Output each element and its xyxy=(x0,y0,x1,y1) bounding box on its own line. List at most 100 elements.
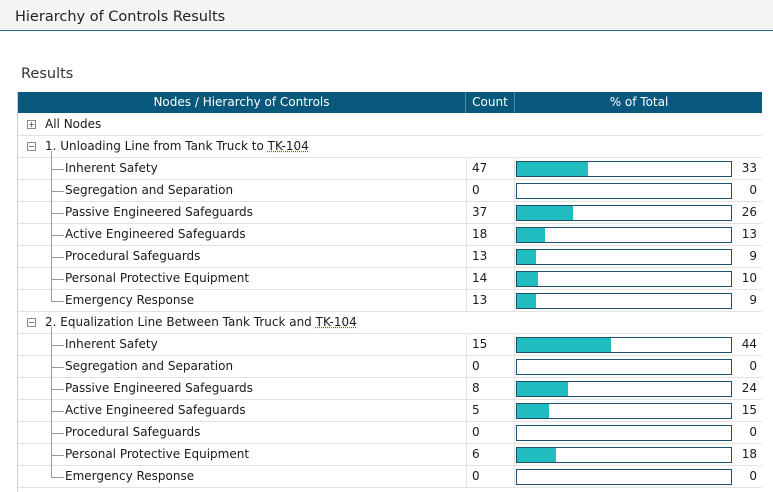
count-value: 18 xyxy=(472,227,488,241)
control-label: Passive Engineered Safeguards xyxy=(65,381,253,395)
percent-bar-fill xyxy=(517,206,573,220)
tree-connector xyxy=(51,191,64,192)
count-cell: 37 xyxy=(466,202,515,224)
table-row[interactable]: Passive Engineered Safeguards 37 26 xyxy=(18,202,762,224)
control-label: Inherent Safety xyxy=(65,161,158,175)
percent-bar xyxy=(516,359,732,375)
table-row[interactable]: Procedural Safeguards 0 0 xyxy=(18,422,762,444)
percent-bar-fill xyxy=(517,448,556,462)
column-header-percent[interactable]: % of Total xyxy=(609,95,669,109)
control-label: Active Engineered Safeguards xyxy=(65,227,246,241)
control-label: Procedural Safeguards xyxy=(65,425,201,439)
control-label: Segregation and Separation xyxy=(65,183,234,197)
count-value: 6 xyxy=(472,447,480,461)
control-label: Active Engineered Safeguards xyxy=(65,403,246,417)
count-cell: 5 xyxy=(466,400,515,422)
tree-connector xyxy=(51,455,64,456)
tree-connector xyxy=(51,257,64,258)
percent-bar xyxy=(516,183,732,199)
tree-row-node-2[interactable]: −2. Equalization Line Between Tank Truck… xyxy=(18,312,762,334)
percent-value: 18 xyxy=(741,447,757,461)
percent-bar xyxy=(516,425,732,441)
control-label: Inherent Safety xyxy=(65,337,158,351)
tree-connector xyxy=(51,235,64,236)
table-row[interactable]: Procedural Safeguards 13 9 xyxy=(18,246,762,268)
count-cell: 47 xyxy=(466,158,515,180)
tree-row-all-nodes[interactable]: + All Nodes xyxy=(18,114,762,136)
tree-node-label: All Nodes xyxy=(45,117,102,131)
control-label: Procedural Safeguards xyxy=(65,249,201,263)
percent-value: 0 xyxy=(749,469,757,483)
count-value: 13 xyxy=(472,293,488,307)
percent-value: 0 xyxy=(749,183,757,197)
count-value: 5 xyxy=(472,403,480,417)
tree-connector xyxy=(51,301,64,302)
tree-connector xyxy=(51,279,64,280)
percent-value: 33 xyxy=(741,161,757,175)
tree-node-label: 1. Unloading Line from Tank Truck to TK-… xyxy=(45,139,309,153)
percent-bar xyxy=(516,469,732,485)
results-grid: Nodes / Hierarchy of Controls Count % of… xyxy=(17,92,762,492)
count-cell: 18 xyxy=(466,224,515,246)
count-value: 13 xyxy=(472,249,488,263)
tree-connector xyxy=(51,367,64,368)
percent-value: 24 xyxy=(741,381,757,395)
tag-reference: TK-104 xyxy=(267,139,309,153)
percent-bar-fill xyxy=(517,228,545,242)
count-value: 0 xyxy=(472,183,480,197)
percent-bar-fill xyxy=(517,162,588,176)
control-label: Personal Protective Equipment xyxy=(65,447,250,461)
table-row[interactable]: Active Engineered Safeguards 18 13 xyxy=(18,224,762,246)
percent-value: 13 xyxy=(741,227,757,241)
count-cell: 0 xyxy=(466,180,515,202)
tree-connector xyxy=(51,151,52,301)
count-value: 0 xyxy=(472,359,480,373)
percent-bar xyxy=(516,381,732,397)
table-row[interactable]: Personal Protective Equipment 14 10 xyxy=(18,268,762,290)
table-row[interactable]: Inherent Safety 15 44 xyxy=(18,334,762,356)
count-cell: 0 xyxy=(466,356,515,378)
percent-bar xyxy=(516,249,732,265)
control-label: Passive Engineered Safeguards xyxy=(65,205,253,219)
table-row[interactable]: Active Engineered Safeguards 5 15 xyxy=(18,400,762,422)
tree-connector xyxy=(51,433,64,434)
count-cell: 0 xyxy=(466,422,515,444)
count-value: 0 xyxy=(472,425,480,439)
count-cell: 13 xyxy=(466,290,515,312)
percent-bar xyxy=(516,271,732,287)
column-header-node[interactable]: Nodes / Hierarchy of Controls xyxy=(18,92,466,113)
tree-connector xyxy=(51,477,64,478)
count-value: 14 xyxy=(472,271,488,285)
table-row[interactable]: Segregation and Separation 0 0 xyxy=(18,180,762,202)
count-cell: 6 xyxy=(466,444,515,466)
percent-bar xyxy=(516,337,732,353)
percent-bar xyxy=(516,403,732,419)
tag-reference: TK-104 xyxy=(315,315,357,329)
count-value: 47 xyxy=(472,161,488,175)
percent-bar-fill xyxy=(517,404,549,418)
results-heading: Results xyxy=(21,66,74,82)
tree-row-node-1[interactable]: −1. Unloading Line from Tank Truck to TK… xyxy=(18,136,762,158)
percent-value: 10 xyxy=(741,271,757,285)
table-row[interactable]: Emergency Response 0 0 xyxy=(18,466,762,488)
count-value: 15 xyxy=(472,337,488,351)
percent-value: 44 xyxy=(741,337,757,351)
count-cell: 14 xyxy=(466,268,515,290)
expand-icon[interactable]: + xyxy=(27,120,36,129)
column-header-count[interactable]: Count xyxy=(466,92,515,113)
table-row[interactable]: Personal Protective Equipment 6 18 xyxy=(18,444,762,466)
collapse-icon[interactable]: − xyxy=(27,318,36,327)
collapse-icon[interactable]: − xyxy=(27,142,36,151)
table-row[interactable]: Passive Engineered Safeguards 8 24 xyxy=(18,378,762,400)
window-title-bar: Hierarchy of Controls Results xyxy=(0,0,773,31)
table-row[interactable]: Inherent Safety 47 33 xyxy=(18,158,762,180)
percent-bar-fill xyxy=(517,250,536,264)
control-label: Emergency Response xyxy=(65,469,195,483)
table-row[interactable]: Emergency Response 13 9 xyxy=(18,290,762,312)
tree-connector xyxy=(51,213,64,214)
table-row[interactable]: Segregation and Separation 0 0 xyxy=(18,356,762,378)
count-value: 0 xyxy=(472,469,480,483)
control-label: Personal Protective Equipment xyxy=(65,271,250,285)
percent-bar xyxy=(516,447,732,463)
control-label: Emergency Response xyxy=(65,293,195,307)
